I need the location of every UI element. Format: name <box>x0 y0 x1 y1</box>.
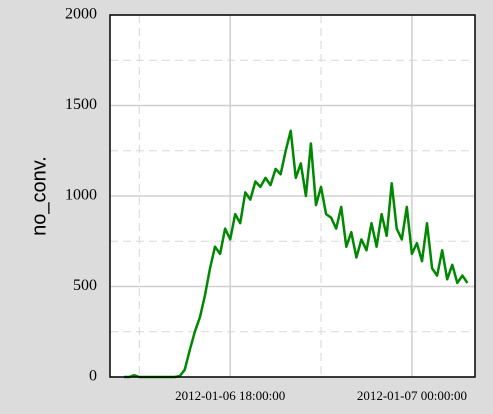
y-tick-label: 0 <box>89 368 97 385</box>
y-tick-label: 500 <box>73 277 97 294</box>
x-tick-label: 2012-01-06 18:00:00 <box>175 388 285 403</box>
y-axis-label: no_conv. <box>28 156 50 236</box>
y-tick-label: 1000 <box>65 187 97 204</box>
plot-border <box>109 14 476 378</box>
y-tick-label: 1500 <box>65 96 97 113</box>
data-line <box>124 129 469 379</box>
y-tick-label: 2000 <box>65 6 97 23</box>
x-tick-label: 2012-01-07 00:00:00 <box>357 388 467 403</box>
